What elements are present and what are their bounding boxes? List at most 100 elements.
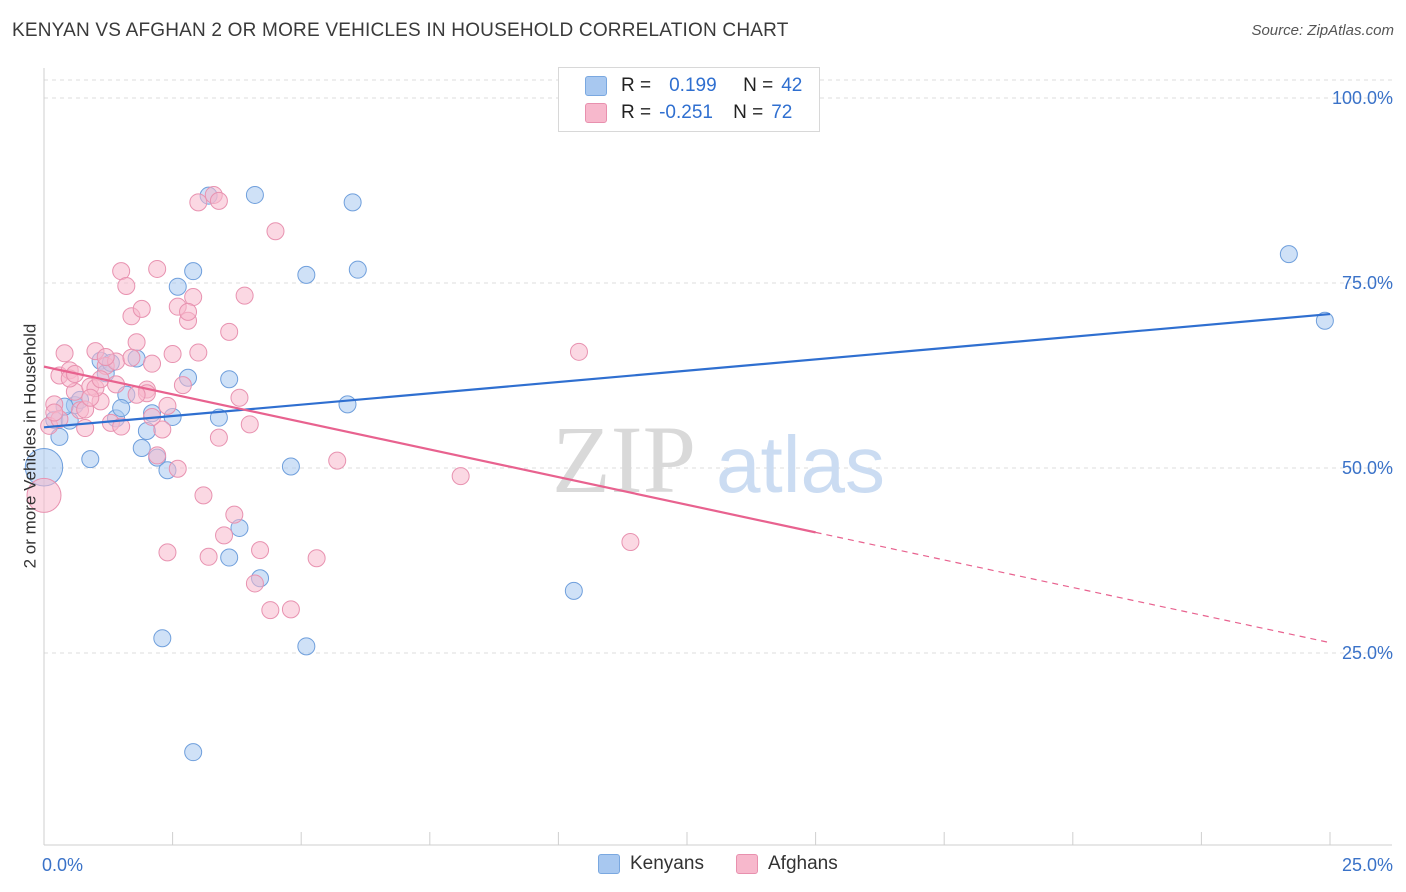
kenyans-point [153,629,172,648]
y-tick-label: 100.0% [1332,88,1393,108]
kenyans-trend-line [43,312,1331,429]
afghans-point [266,222,285,241]
kenyans-point [209,408,228,427]
trend-lines [43,312,1331,644]
legend-row-afghans: R = -0.251 N = 72 [585,101,792,125]
afghans-point [235,286,254,305]
y-axis-label: 2 or more Vehicles in Household [20,323,39,569]
afghans-point [148,259,167,278]
data-points [24,185,1334,762]
afghans-point [158,396,177,415]
kenyans-point [297,265,316,284]
watermark: ZIP atlas [552,406,885,513]
watermark-atlas: atlas [716,420,885,509]
afghans-point [189,193,208,212]
tick-labels: 100.0% 75.0% 50.0% 25.0% 0.0% 25.0% [42,88,1393,875]
afghans-point [26,477,62,513]
bottom-legend-label-afghans: Afghans [768,853,838,874]
afghans-point [148,446,167,465]
kenyans-point [281,457,300,476]
kenyans-point [220,370,239,389]
legend-r-value: -0.251 [659,102,713,123]
kenyans-point [184,262,203,281]
afghans-point [199,547,218,566]
afghans-trend-line [43,365,816,534]
afghans-point [194,486,213,505]
correlation-legend: R = 0.199 N = 42 R = -0.251 N = 72 [558,67,820,132]
legend-n-label: N = [733,102,764,123]
afghans-point [127,333,146,352]
kenyans-point [168,277,187,296]
bottom-legend-swatch-afghans [736,854,758,874]
kenyans-point [564,581,583,600]
kenyans-point [1315,311,1334,330]
afghans-point [281,600,300,619]
bottom-legend-kenyans: Kenyans [598,852,704,876]
afghans-point [225,505,244,524]
legend-swatch-kenyans [585,76,607,96]
kenyans-point [1279,245,1298,264]
afghans-point [55,344,74,363]
watermark-zip: ZIP [552,406,696,513]
legend-r-value: 0.199 [669,75,717,96]
afghans-point [81,388,100,407]
afghans-point [328,451,347,470]
afghans-point [179,302,198,321]
x-tick-label: 25.0% [1342,855,1393,875]
afghans-point [168,459,187,478]
source-label: Source: ZipAtlas.com [1251,22,1394,39]
kenyans-point [338,395,357,414]
kenyans-point [348,260,367,279]
afghans-point [245,574,264,593]
bottom-legend-label-kenyans: Kenyans [630,853,704,874]
afghans-point [209,191,228,210]
afghans-point [96,348,115,366]
afghans-point [143,354,162,373]
afghans-point [173,376,192,395]
legend-n-value: 42 [781,75,803,96]
y-tick-label: 25.0% [1342,643,1393,663]
afghans-point [451,467,470,486]
afghans-point [163,345,182,364]
afghans-point [153,420,172,439]
kenyans-point [184,743,203,762]
x-tick-label: 0.0% [42,855,83,875]
y-tick-label: 75.0% [1342,273,1393,293]
kenyans-point [245,185,264,204]
bottom-legend-afghans: Afghans [736,852,838,876]
afghans-point [45,403,64,422]
afghans-point [158,543,177,562]
kenyans-point [112,399,131,418]
afghans-point [112,417,131,436]
afghans-point [569,342,588,361]
legend-n-value: 72 [771,102,793,123]
afghans-point [220,322,239,341]
afghans-point [215,526,234,545]
afghans-point [132,299,151,318]
legend-row-kenyans: R = 0.199 N = 42 [585,74,802,98]
afghans-point [189,343,208,362]
grid-lines [44,79,1392,654]
kenyans-point [220,548,239,567]
bottom-legend-swatch-kenyans [598,854,620,874]
y-tick-label: 50.0% [1342,458,1393,478]
legend-r-label: R = [621,102,652,123]
afghans-point [251,541,270,560]
y-axis-label-wrap: 2 or more Vehicles in Household [16,0,44,892]
legend-n-label: N = [743,75,774,96]
legend-swatch-afghans [585,103,607,123]
afghans-point [209,428,228,447]
afghans-trend-extension [815,531,1331,644]
afghans-point [230,388,249,407]
afghans-point [117,276,136,295]
kenyans-point [132,439,151,458]
kenyans-point [297,637,316,656]
kenyans-point [81,450,100,469]
afghans-point [621,533,640,551]
kenyans-point [343,193,362,212]
chart-title: KENYAN VS AFGHAN 2 OR MORE VEHICLES IN H… [12,20,789,41]
afghans-point [261,601,280,620]
kenyans-point [50,427,69,446]
legend-r-label: R = [621,75,652,96]
